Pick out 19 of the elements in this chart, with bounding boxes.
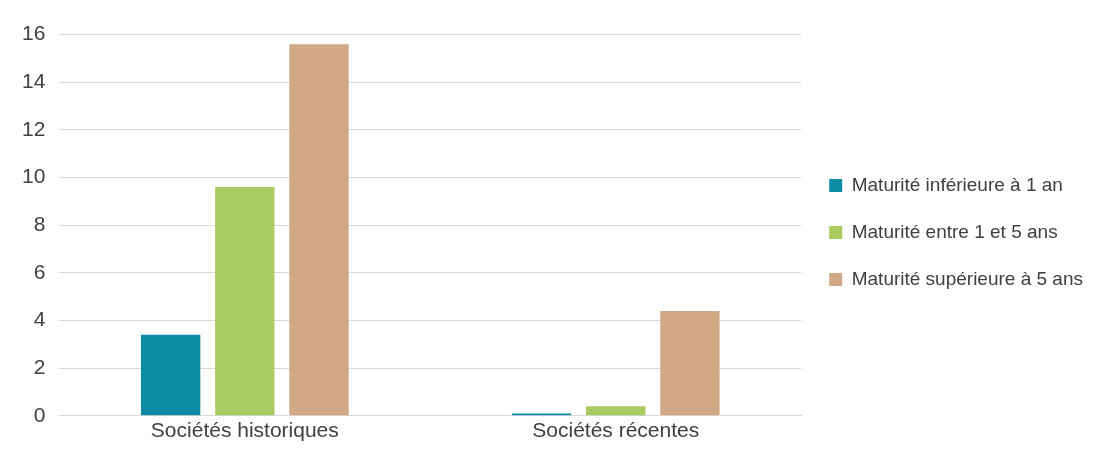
- legend-label: Maturité supérieure à 5 ans: [851, 267, 1083, 289]
- y-tick-label: 4: [33, 307, 46, 331]
- x-tick-label: Sociétés récentes: [532, 418, 700, 442]
- bar: [289, 44, 349, 416]
- y-tick-label: 0: [33, 402, 46, 426]
- y-tick-label: 16: [22, 21, 46, 45]
- y-tick-label: 6: [33, 259, 46, 283]
- bar: [140, 334, 201, 416]
- y-tick-label: 2: [33, 354, 46, 378]
- legend-label: Maturité entre 1 et 5 ans: [851, 220, 1058, 242]
- legend-label: Maturité inférieure à 1 an: [851, 173, 1063, 195]
- y-tick-label: 12: [22, 116, 46, 140]
- bar: [660, 310, 720, 416]
- y-tick-label: 10: [22, 164, 46, 188]
- y-tick-label: 8: [33, 212, 46, 235]
- bar: [586, 406, 646, 416]
- x-tick-label: Sociétés historiques: [150, 418, 339, 442]
- bar: [215, 187, 275, 416]
- y-tick-label: 14: [22, 69, 46, 93]
